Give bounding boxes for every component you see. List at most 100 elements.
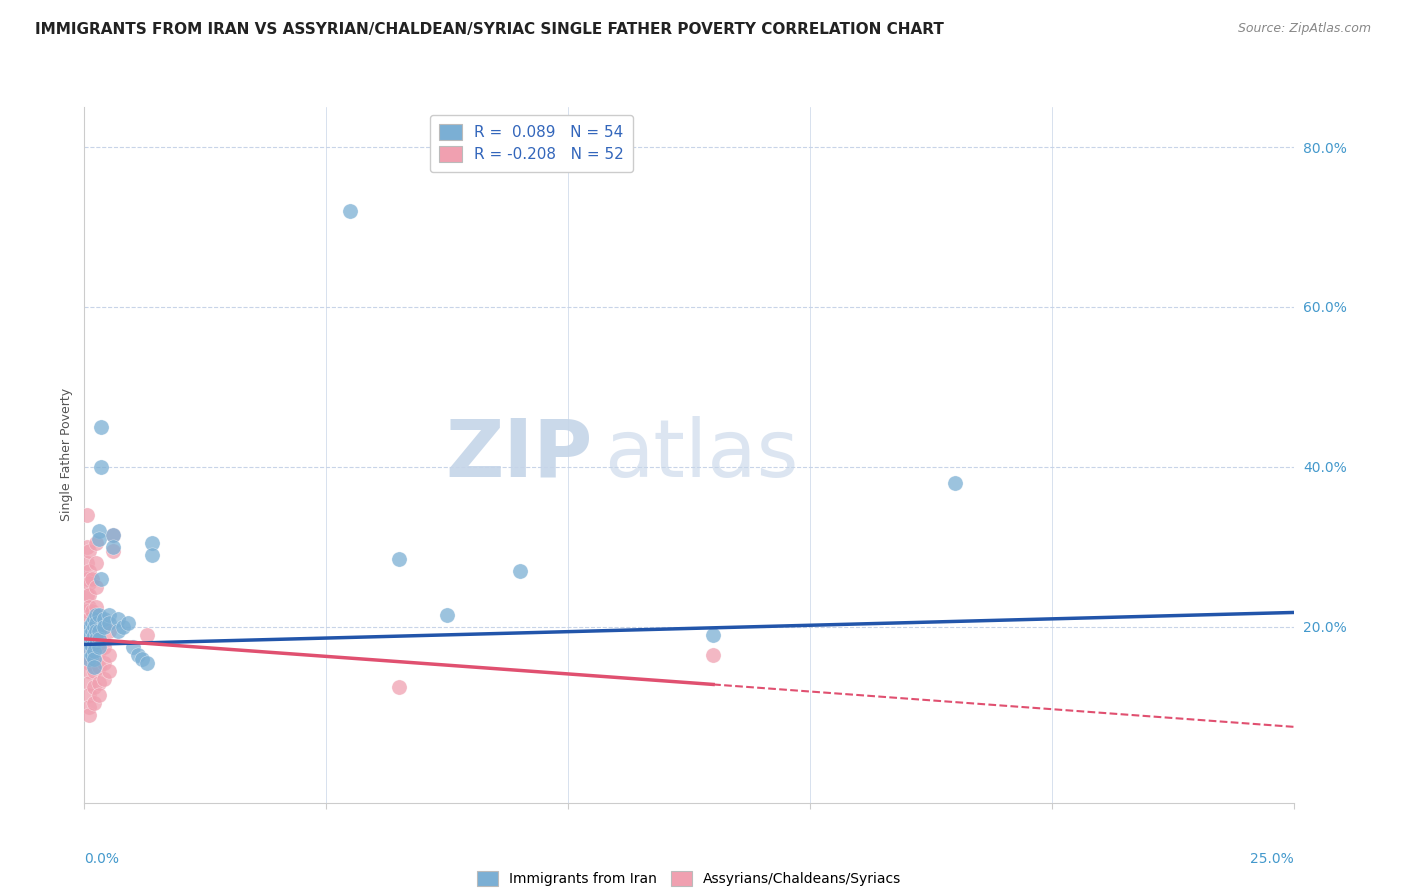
Point: [77, 612, 100, 626]
Point: [117, 615, 139, 630]
Point: [141, 536, 163, 550]
Point: [141, 548, 163, 562]
Point: [77, 620, 100, 634]
Point: [103, 540, 125, 554]
Point: [87, 524, 110, 538]
Point: [80, 615, 103, 630]
Point: [77, 688, 100, 702]
Point: [76, 588, 98, 602]
Point: [93, 620, 115, 634]
Point: [83, 620, 105, 634]
Point: [83, 660, 105, 674]
Point: [87, 688, 110, 702]
Point: [131, 652, 153, 666]
Point: [83, 628, 105, 642]
Point: [83, 664, 105, 678]
Point: [80, 632, 103, 646]
Point: [86, 607, 108, 622]
Point: [87, 632, 110, 646]
Point: [86, 580, 108, 594]
Point: [77, 652, 100, 666]
Point: [83, 696, 105, 710]
Point: [77, 648, 100, 662]
Point: [97, 615, 120, 630]
Text: 0.0%: 0.0%: [84, 852, 120, 865]
Point: [509, 564, 531, 578]
Point: [107, 612, 129, 626]
Point: [87, 628, 110, 642]
Point: [80, 572, 103, 586]
Point: [83, 640, 105, 654]
Point: [86, 615, 108, 630]
Point: [86, 599, 108, 614]
Point: [77, 575, 100, 590]
Point: [93, 672, 115, 686]
Point: [83, 652, 105, 666]
Point: [80, 644, 103, 658]
Point: [77, 599, 100, 614]
Point: [97, 648, 120, 662]
Point: [97, 624, 120, 638]
Point: [87, 660, 110, 674]
Point: [83, 644, 105, 658]
Point: [77, 624, 100, 638]
Point: [103, 544, 125, 558]
Point: [77, 676, 100, 690]
Point: [76, 540, 98, 554]
Point: [86, 556, 108, 570]
Point: [87, 676, 110, 690]
Point: [77, 656, 100, 670]
Point: [388, 680, 411, 694]
Y-axis label: Single Father Poverty: Single Father Poverty: [60, 388, 73, 522]
Point: [90, 459, 112, 474]
Point: [76, 624, 98, 638]
Point: [103, 528, 125, 542]
Point: [121, 640, 143, 654]
Point: [702, 648, 724, 662]
Point: [77, 664, 100, 678]
Point: [86, 632, 108, 646]
Text: Source: ZipAtlas.com: Source: ZipAtlas.com: [1237, 22, 1371, 36]
Point: [77, 644, 100, 658]
Point: [136, 656, 159, 670]
Point: [83, 636, 105, 650]
Point: [86, 536, 108, 550]
Point: [77, 640, 100, 654]
Point: [77, 632, 100, 646]
Point: [943, 475, 966, 490]
Point: [83, 624, 105, 638]
Point: [77, 544, 100, 558]
Text: ZIP: ZIP: [444, 416, 592, 494]
Point: [339, 204, 361, 219]
Point: [76, 572, 98, 586]
Point: [112, 620, 135, 634]
Point: [77, 707, 100, 722]
Point: [83, 652, 105, 666]
Point: [80, 648, 103, 662]
Point: [77, 636, 100, 650]
Point: [127, 648, 149, 662]
Point: [77, 628, 100, 642]
Point: [77, 699, 100, 714]
Point: [103, 528, 125, 542]
Point: [702, 628, 724, 642]
Point: [83, 612, 105, 626]
Point: [80, 604, 103, 618]
Point: [436, 607, 458, 622]
Point: [77, 588, 100, 602]
Point: [80, 640, 103, 654]
Point: [93, 612, 115, 626]
Point: [76, 508, 98, 522]
Point: [87, 624, 110, 638]
Point: [87, 607, 110, 622]
Text: IMMIGRANTS FROM IRAN VS ASSYRIAN/CHALDEAN/SYRIAC SINGLE FATHER POVERTY CORRELATI: IMMIGRANTS FROM IRAN VS ASSYRIAN/CHALDEA…: [35, 22, 943, 37]
Point: [97, 664, 120, 678]
Point: [83, 680, 105, 694]
Point: [90, 572, 112, 586]
Point: [388, 552, 411, 566]
Point: [80, 624, 103, 638]
Point: [77, 564, 100, 578]
Point: [107, 624, 129, 638]
Point: [93, 640, 115, 654]
Point: [90, 420, 112, 434]
